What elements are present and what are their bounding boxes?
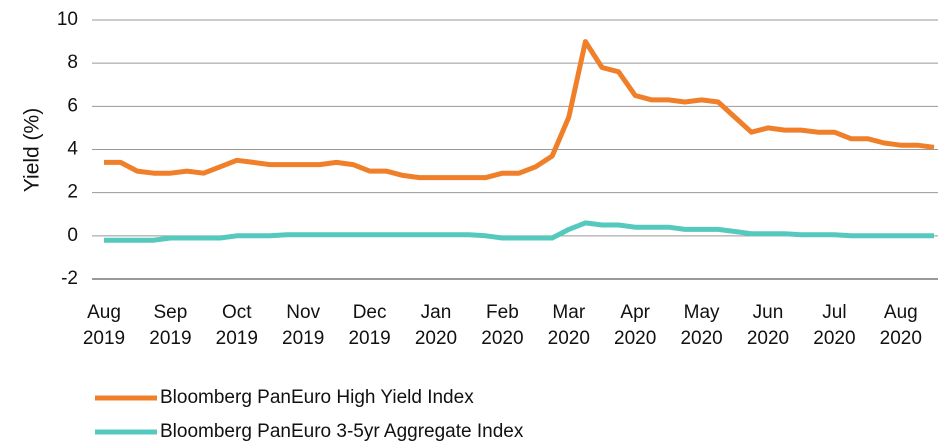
x-tick-label: May 2020 <box>680 302 722 349</box>
x-tick-label: Jan 2020 <box>415 302 457 349</box>
y-tick-label: 2 <box>67 182 78 203</box>
x-tick-label: Mar 2020 <box>548 302 590 349</box>
x-tick-label: Nov 2019 <box>282 302 324 349</box>
y-tick-label: 0 <box>67 225 78 246</box>
y-tick-label: 10 <box>57 9 78 30</box>
x-tick-label: Oct 2019 <box>216 302 258 349</box>
y-axis-label: Yield (%) <box>21 108 44 192</box>
y-tick-label: 8 <box>67 52 78 73</box>
legend-label: Bloomberg PanEuro 3-5yr Aggregate Index <box>160 421 524 442</box>
x-tick-label: Jun 2020 <box>747 302 789 349</box>
x-tick-label: Feb 2020 <box>481 302 523 349</box>
y-tick-label: 6 <box>67 95 78 116</box>
series-line <box>104 220 934 243</box>
x-tick-label: Dec 2019 <box>348 302 390 349</box>
series-line <box>104 39 935 181</box>
x-tick-label: Apr 2020 <box>614 302 656 349</box>
x-tick-label: Jul 2020 <box>813 302 855 349</box>
y-tick-label: 4 <box>67 139 78 160</box>
x-tick-label: Sep 2019 <box>149 302 191 349</box>
y-tick-label: -2 <box>61 268 78 289</box>
legend-label: Bloomberg PanEuro High Yield Index <box>160 387 474 408</box>
x-tick-label: Aug 2020 <box>880 302 922 349</box>
x-tick-label: Aug 2019 <box>83 302 125 349</box>
